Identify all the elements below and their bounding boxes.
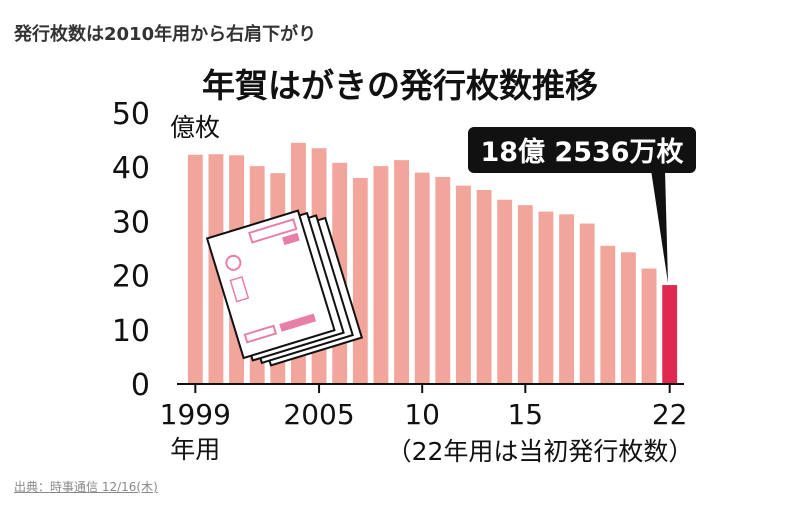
chart-title: 年賀はがきの発行枚数推移 xyxy=(202,66,598,105)
y-axis-ticks: 0 10 20 30 40 50 xyxy=(112,97,150,403)
x-tick-label: 2005 xyxy=(283,398,354,431)
y-tick-label: 0 xyxy=(131,368,150,403)
callout-pointer xyxy=(651,170,668,283)
bar xyxy=(435,176,451,384)
y-tick-label: 30 xyxy=(112,205,150,240)
bar xyxy=(497,199,513,384)
source-credit[interactable]: 出典：時事通信 12/16(木) xyxy=(14,480,158,494)
bar xyxy=(373,166,389,384)
bar xyxy=(476,189,492,384)
x-tick-label: 22 xyxy=(652,398,688,431)
callout-box xyxy=(468,127,696,173)
bar xyxy=(641,268,657,384)
bar xyxy=(414,172,430,384)
bar xyxy=(517,205,533,384)
headline: 発行枚数は2010年用から右肩下がり xyxy=(14,24,317,45)
bar xyxy=(456,185,471,384)
callout-text: 18億 2536万枚 xyxy=(480,137,683,168)
bar xyxy=(600,245,616,384)
bar xyxy=(559,214,574,384)
x-tick-label: 10 xyxy=(404,398,440,431)
x-axis-note: （22年用は当初発行枚数） xyxy=(387,437,694,466)
postcard-stack-illustration xyxy=(205,209,364,367)
x-tick-label: 1999 xyxy=(160,398,231,431)
bar xyxy=(394,160,409,384)
bar xyxy=(187,154,203,384)
x-axis-ticks: 1999 年用 2005 10 15 22 xyxy=(160,384,688,464)
y-tick-label: 50 xyxy=(112,97,150,132)
y-tick-label: 10 xyxy=(112,314,150,349)
bar xyxy=(579,223,595,384)
bar xyxy=(352,178,368,384)
bar xyxy=(621,252,636,384)
y-tick-label: 40 xyxy=(112,151,150,186)
bar xyxy=(538,211,554,384)
callout: 18億 2536万枚 xyxy=(468,127,696,283)
y-axis-unit: 億枚 xyxy=(170,113,220,142)
x-tick-sublabel: 年用 xyxy=(170,435,220,464)
y-tick-label: 20 xyxy=(112,260,150,295)
bar-highlight xyxy=(662,285,678,384)
x-tick-label: 15 xyxy=(507,398,543,431)
